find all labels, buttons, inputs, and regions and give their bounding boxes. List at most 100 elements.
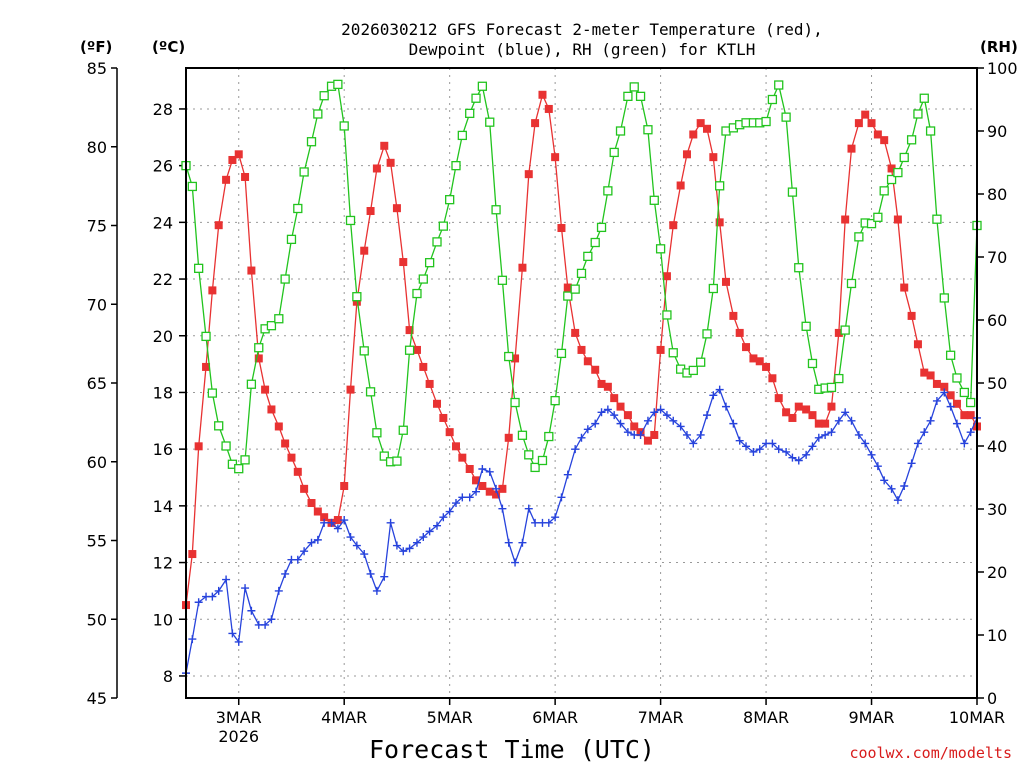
dewpoint-point bbox=[433, 521, 442, 530]
dewpoint-point bbox=[940, 388, 949, 397]
rh-point bbox=[372, 428, 382, 438]
dewpoint-point bbox=[643, 416, 652, 425]
rh-point bbox=[899, 152, 909, 163]
temperature-point bbox=[788, 413, 797, 422]
rh-point bbox=[840, 325, 850, 335]
temperature-point bbox=[729, 311, 738, 320]
dewpoint-point bbox=[208, 592, 217, 601]
dewpoint-point bbox=[445, 507, 454, 516]
temperature-point bbox=[524, 170, 533, 179]
dewpoint-point bbox=[247, 606, 256, 615]
rh-point bbox=[457, 130, 467, 141]
dewpoint-point bbox=[721, 402, 730, 411]
dewpoint-point bbox=[946, 402, 955, 411]
x-tick-label: 5MAR bbox=[427, 708, 473, 727]
temperature-point bbox=[808, 411, 817, 420]
dewpoint-point bbox=[808, 442, 817, 451]
rh-point bbox=[274, 314, 284, 324]
dewpoint-point bbox=[788, 453, 797, 462]
temperature-point bbox=[518, 263, 527, 272]
temperature-point bbox=[267, 405, 276, 414]
rh-tick-label: 0 bbox=[987, 689, 997, 708]
chart-title-line2: Dewpoint (blue), RH (green) for KTLH bbox=[409, 40, 756, 59]
rh-point bbox=[846, 278, 857, 289]
dewpoint-point bbox=[419, 533, 428, 542]
temperature-point bbox=[254, 354, 263, 363]
celsius-tick-label: 10 bbox=[153, 610, 173, 629]
temperature-point bbox=[814, 419, 823, 428]
rh-point bbox=[214, 421, 224, 431]
temperature-point bbox=[794, 402, 803, 411]
fahrenheit-tick-label: 80 bbox=[87, 138, 107, 157]
dewpoint-point bbox=[932, 396, 941, 405]
rh-point bbox=[906, 135, 917, 145]
rh-point bbox=[826, 382, 837, 393]
dewpoint-point bbox=[472, 487, 481, 496]
temperature-point bbox=[966, 411, 975, 420]
temperature-point bbox=[208, 286, 217, 295]
temperature-point bbox=[531, 119, 540, 128]
temperature-point bbox=[821, 419, 830, 428]
fahrenheit-tick-label: 55 bbox=[87, 532, 107, 551]
dewpoint-point bbox=[782, 447, 791, 456]
rh-point bbox=[491, 205, 501, 215]
rh-point bbox=[379, 451, 389, 461]
temperature-point bbox=[709, 153, 718, 162]
rh-point bbox=[563, 291, 573, 301]
rh-point bbox=[966, 397, 976, 408]
rh-point bbox=[221, 441, 231, 451]
dewpoint-point bbox=[696, 430, 705, 439]
rh-point bbox=[293, 203, 303, 214]
dewpoint-point bbox=[873, 462, 882, 471]
rh-point bbox=[866, 218, 877, 229]
temperature-point bbox=[880, 136, 889, 145]
dewpoint-point bbox=[623, 428, 632, 437]
temperature-point bbox=[643, 436, 652, 445]
temperature-point bbox=[320, 513, 329, 522]
rh-point bbox=[583, 251, 593, 262]
x-tick-label: 6MAR bbox=[532, 708, 578, 727]
rh-point bbox=[424, 258, 435, 268]
rh-point bbox=[603, 186, 613, 196]
dewpoint-point bbox=[188, 635, 197, 644]
dewpoint-point bbox=[360, 550, 369, 559]
rh-tick-label: 70 bbox=[987, 248, 1007, 267]
temperature-point bbox=[241, 172, 250, 181]
dewpoint-point bbox=[194, 598, 203, 607]
celsius-tick-label: 8 bbox=[163, 667, 173, 686]
temperature-point bbox=[650, 430, 659, 439]
temperature-point bbox=[439, 413, 448, 422]
dewpoint-point bbox=[689, 439, 698, 448]
celsius-tick-label: 16 bbox=[153, 440, 173, 459]
temperature-point bbox=[893, 215, 902, 224]
rh-point bbox=[952, 373, 962, 383]
rh-point bbox=[485, 117, 495, 127]
rh-point bbox=[445, 195, 455, 205]
temperature-point bbox=[340, 482, 349, 491]
temperature-point bbox=[563, 283, 572, 292]
rh-point bbox=[854, 232, 864, 242]
rh-point bbox=[504, 351, 514, 362]
temperature-point bbox=[458, 453, 467, 462]
dewpoint-point bbox=[907, 459, 916, 468]
temperature-point bbox=[591, 365, 600, 374]
temperature-point bbox=[261, 385, 270, 394]
dewpoint-point bbox=[300, 547, 309, 556]
temperature-point bbox=[802, 405, 811, 414]
rh-point bbox=[246, 379, 257, 389]
dewpoint-point bbox=[313, 535, 322, 544]
temperature-point bbox=[749, 354, 758, 363]
rh-point bbox=[668, 348, 678, 358]
dewpoint-point bbox=[742, 442, 751, 451]
temperature-point bbox=[913, 340, 922, 349]
rh-point bbox=[201, 331, 211, 342]
dewpoint-point bbox=[557, 493, 566, 502]
rh-point bbox=[570, 284, 580, 294]
dewpoint-point bbox=[228, 629, 237, 638]
fahrenheit-tick-label: 65 bbox=[87, 374, 107, 393]
rh-point bbox=[623, 91, 633, 101]
temperature-point bbox=[676, 181, 685, 190]
rh-point bbox=[688, 365, 698, 376]
rh-tick-label: 50 bbox=[987, 374, 1007, 393]
rh-point bbox=[767, 94, 778, 105]
